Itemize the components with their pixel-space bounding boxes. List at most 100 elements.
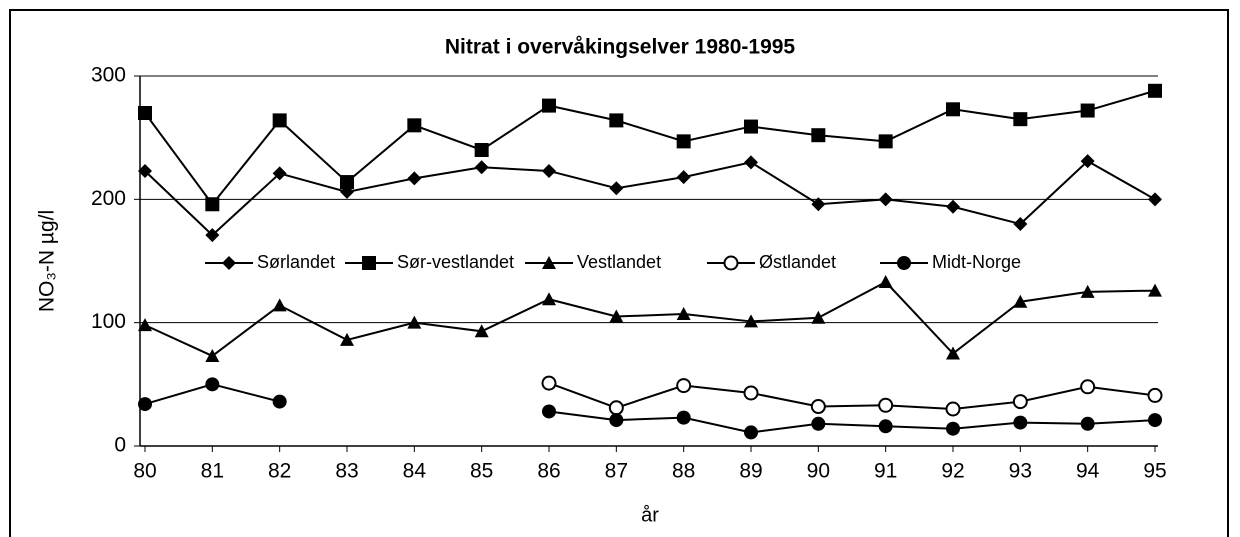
data-point xyxy=(542,163,556,178)
data-point xyxy=(205,228,220,243)
data-point xyxy=(1080,103,1095,118)
data-point xyxy=(1013,217,1028,231)
legend-label: Midt-Norge xyxy=(932,252,1021,272)
data-point xyxy=(474,324,489,338)
frame xyxy=(9,9,1229,537)
data-point xyxy=(272,166,287,181)
data-point xyxy=(609,113,624,128)
data-point xyxy=(407,171,422,186)
data-point xyxy=(340,175,354,190)
data-point xyxy=(1148,192,1162,207)
x-tick-label: 86 xyxy=(537,460,560,483)
data-point xyxy=(878,192,893,207)
data-point xyxy=(878,134,893,149)
legend-marker xyxy=(222,256,236,270)
data-point xyxy=(272,113,287,128)
x-axis-label: år xyxy=(641,504,659,526)
data-point xyxy=(811,197,826,212)
y-axis-label: NO₃-N µg/l xyxy=(36,210,59,312)
data-point xyxy=(608,400,624,416)
legend-label: Sørlandet xyxy=(257,252,335,272)
data-point xyxy=(811,310,826,324)
x-tick-label: 94 xyxy=(1076,460,1100,483)
data-point xyxy=(1080,284,1095,298)
data-point xyxy=(1148,283,1162,297)
data-point xyxy=(1013,294,1028,308)
data-point xyxy=(272,394,287,409)
data-point xyxy=(1148,83,1162,98)
x-tick-label: 87 xyxy=(605,460,628,483)
data-point xyxy=(138,163,152,178)
legend-marker xyxy=(723,255,739,271)
data-point xyxy=(878,274,893,288)
x-tick-label: 81 xyxy=(201,460,224,483)
data-point xyxy=(542,98,556,113)
data-point xyxy=(946,199,960,214)
legend-marker xyxy=(897,256,911,270)
data-point xyxy=(810,399,826,415)
data-point xyxy=(609,181,624,196)
data-point xyxy=(609,413,624,428)
data-point xyxy=(1080,379,1096,395)
legend-label: Sør-vestlandet xyxy=(397,252,514,272)
data-point xyxy=(743,385,759,401)
data-point xyxy=(474,143,489,157)
data-point xyxy=(1013,415,1028,430)
x-tick-label: 84 xyxy=(403,460,427,483)
data-point xyxy=(811,128,826,143)
series-line xyxy=(144,89,1156,206)
data-point xyxy=(744,155,758,170)
series-line xyxy=(548,382,1156,411)
data-point xyxy=(946,102,960,117)
data-point xyxy=(542,404,556,419)
data-point xyxy=(474,160,489,175)
legend-label: Vestlandet xyxy=(577,252,661,272)
data-point xyxy=(138,106,152,120)
data-point xyxy=(878,397,894,413)
legend-marker xyxy=(542,256,556,269)
series-line xyxy=(144,159,1156,237)
data-point xyxy=(272,298,287,312)
y-tick-label: 0 xyxy=(114,434,126,457)
data-point xyxy=(676,134,691,149)
series-line xyxy=(144,383,1156,434)
data-point xyxy=(542,292,556,306)
legend-marker xyxy=(362,256,376,270)
series-line xyxy=(144,280,1156,358)
x-tick-label: 92 xyxy=(941,460,964,483)
data-point xyxy=(676,378,692,394)
data-point xyxy=(744,425,758,440)
data-point xyxy=(946,421,960,436)
x-tick-label: 93 xyxy=(1009,460,1032,483)
x-tick-label: 91 xyxy=(874,460,897,483)
x-tick-label: 89 xyxy=(739,460,762,483)
data-point xyxy=(138,397,152,412)
x-tick-label: 83 xyxy=(335,460,358,483)
data-point xyxy=(744,314,758,328)
data-point xyxy=(138,318,152,332)
data-point xyxy=(407,118,422,133)
data-point xyxy=(340,332,354,346)
data-point xyxy=(676,410,691,425)
data-point xyxy=(811,416,826,431)
data-point xyxy=(676,307,691,321)
data-point xyxy=(407,315,422,329)
x-tick-label: 80 xyxy=(133,460,156,483)
data-point xyxy=(945,401,961,417)
x-tick-label: 82 xyxy=(268,460,291,483)
data-point xyxy=(1013,112,1028,127)
data-point xyxy=(205,197,220,212)
data-point xyxy=(744,119,758,134)
chart-title: Nitrat i overvåkingselver 1980-1995 xyxy=(445,36,796,59)
data-point xyxy=(878,419,893,434)
data-point xyxy=(676,170,691,185)
x-tick-label: 90 xyxy=(807,460,830,483)
x-tick-label: 88 xyxy=(672,460,695,483)
legend-label: Østlandet xyxy=(759,252,836,272)
data-point xyxy=(1012,394,1028,410)
data-point xyxy=(946,346,960,360)
x-tick-label: 85 xyxy=(470,460,493,483)
data-point xyxy=(609,309,624,323)
data-point xyxy=(205,348,220,362)
